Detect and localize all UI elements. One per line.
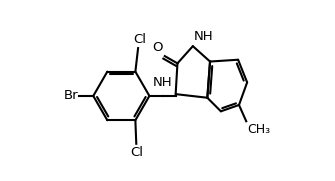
Text: Cl: Cl <box>133 33 146 46</box>
Text: Br: Br <box>63 89 78 102</box>
Text: NH: NH <box>153 76 172 89</box>
Text: O: O <box>152 41 163 54</box>
Text: NH: NH <box>194 30 213 43</box>
Text: CH₃: CH₃ <box>247 123 270 136</box>
Text: Cl: Cl <box>131 146 144 159</box>
